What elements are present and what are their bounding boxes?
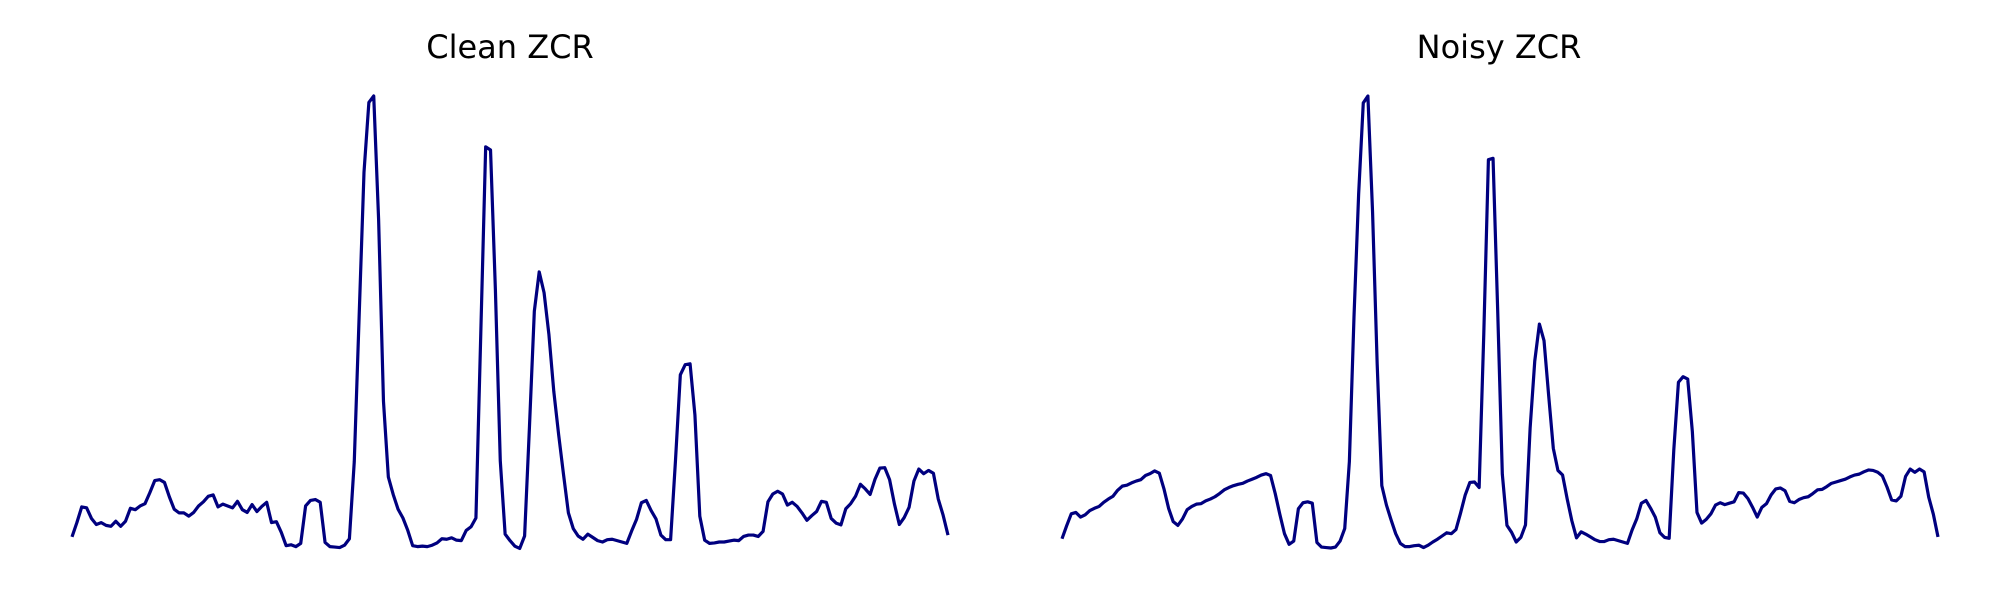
series-group — [70, 94, 950, 551]
chart-title: Clean ZCR — [426, 28, 593, 66]
chart-panel-clean: Clean ZCR — [70, 28, 950, 551]
series-line — [1060, 94, 1940, 550]
chart-title: Noisy ZCR — [1417, 28, 1582, 66]
series-group — [1060, 94, 1940, 550]
chart-panel-noisy: Noisy ZCR — [1060, 28, 1940, 550]
series-line — [70, 94, 950, 551]
